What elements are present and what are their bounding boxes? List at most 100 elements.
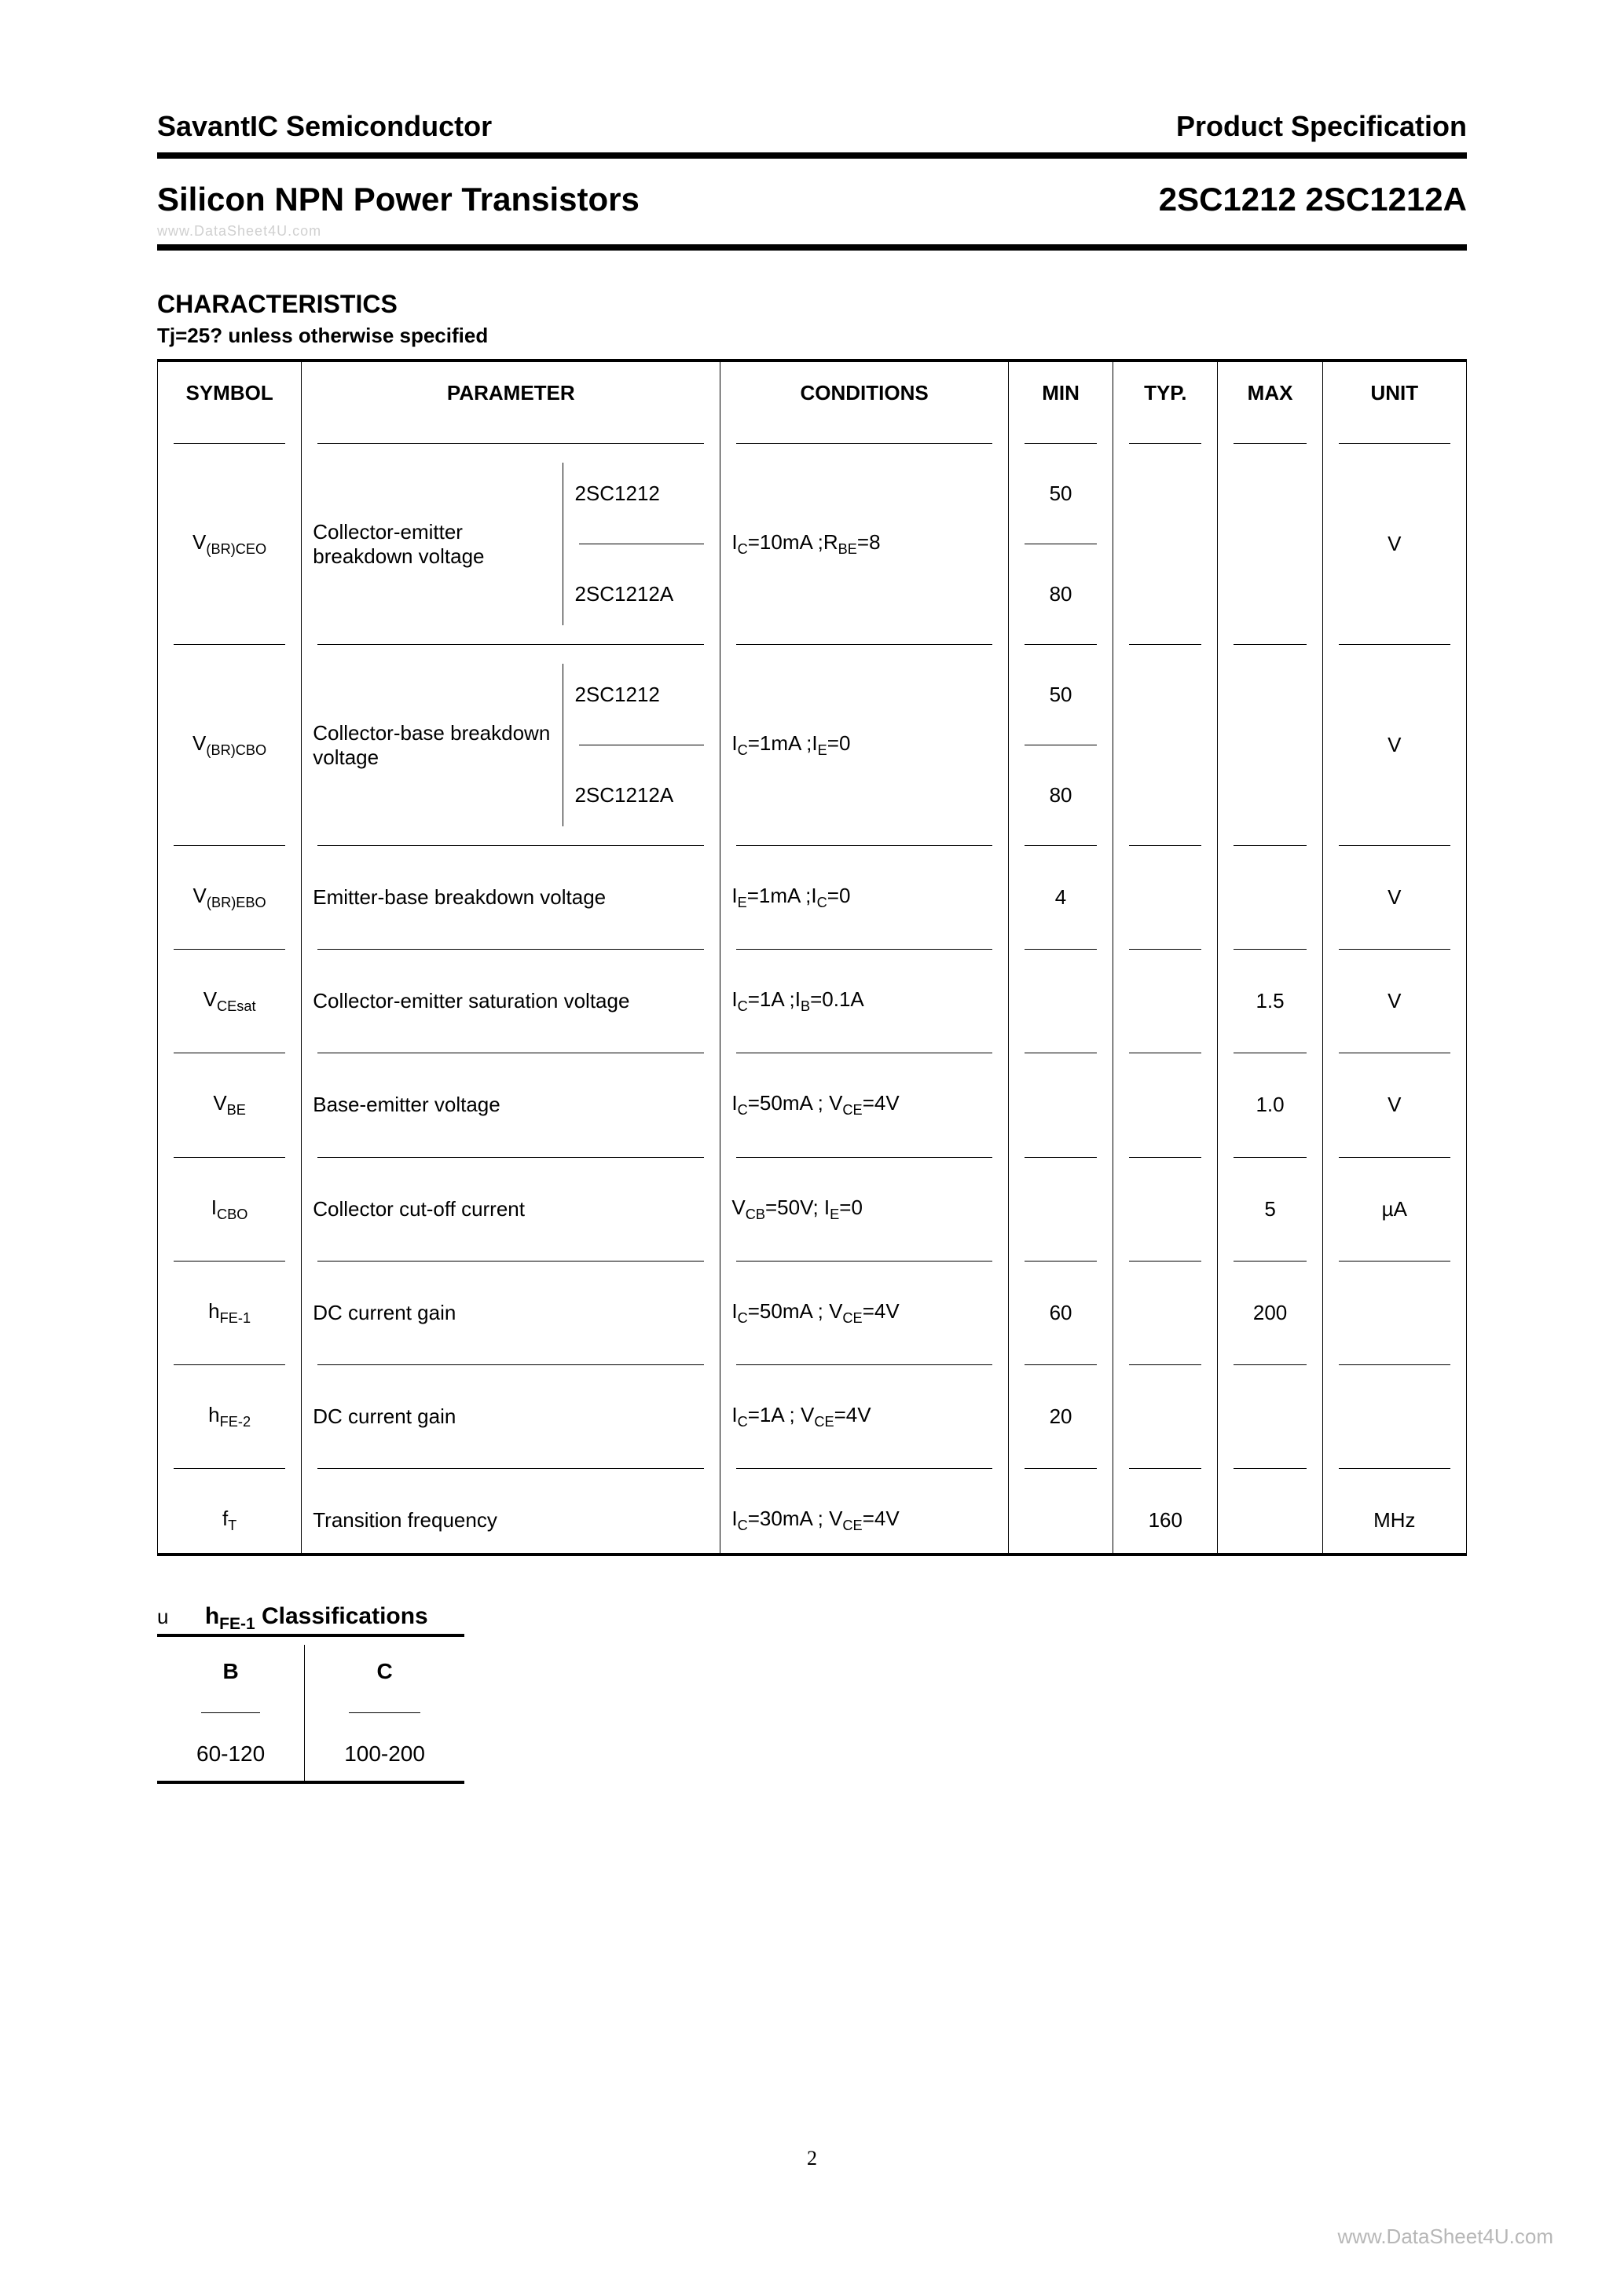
max-cell: 1.0 bbox=[1218, 1072, 1322, 1137]
parameter-cell: Base-emitter voltage bbox=[302, 1072, 720, 1137]
unit-cell bbox=[1322, 1280, 1466, 1346]
char-header-row: SYMBOL PARAMETER CONDITIONS MIN TYP. MAX… bbox=[158, 362, 1467, 424]
page: SavantIC Semiconductor Product Specifica… bbox=[0, 0, 1624, 2296]
row-separator bbox=[158, 826, 1467, 865]
class-top-rule bbox=[157, 1634, 464, 1637]
page-number: 2 bbox=[0, 2147, 1624, 2170]
max-cell: 5 bbox=[1218, 1177, 1322, 1242]
variant-cell: 2SC1212A bbox=[563, 764, 720, 826]
typ-cell bbox=[1113, 1280, 1218, 1346]
symbol-cell: V(BR)CEO bbox=[158, 463, 302, 625]
max-cell bbox=[1218, 1384, 1322, 1449]
unit-cell: V bbox=[1322, 463, 1466, 625]
conditions-cell: IC=1A ;IB=0.1A bbox=[720, 969, 1009, 1034]
conditions-cell: IC=50mA ; VCE=4V bbox=[720, 1280, 1009, 1346]
conditions-cell: IC=10mA ;RBE=8 bbox=[720, 463, 1009, 625]
parameter-cell: Collector-emitter breakdown voltage bbox=[302, 463, 563, 625]
class-bottom-rule bbox=[157, 1781, 464, 1784]
symbol-cell: hFE-1 bbox=[158, 1280, 302, 1346]
classifications-table-wrap: BC 60-120100-200 bbox=[157, 1634, 464, 1784]
characteristics-heading: CHARACTERISTICS bbox=[157, 290, 1467, 319]
characteristics-subheading: Tj=25? unless otherwise specified bbox=[157, 324, 1467, 348]
table-row: hFE-2DC current gainIC=1A ; VCE=4V20 bbox=[158, 1384, 1467, 1449]
min-cell: 80 bbox=[1008, 563, 1113, 625]
row-separator bbox=[158, 1138, 1467, 1177]
parameter-cell: Collector-emitter saturation voltage bbox=[302, 969, 720, 1034]
col-symbol: SYMBOL bbox=[158, 362, 302, 424]
typ-cell bbox=[1113, 865, 1218, 930]
parameter-cell: DC current gain bbox=[302, 1384, 720, 1449]
min-cell: 4 bbox=[1008, 865, 1113, 930]
unit-cell: V bbox=[1322, 1072, 1466, 1137]
conditions-cell: IC=30mA ; VCE=4V bbox=[720, 1488, 1009, 1553]
typ-cell bbox=[1113, 1072, 1218, 1137]
bullet-glyph: u bbox=[157, 1605, 168, 1628]
unit-cell: V bbox=[1322, 865, 1466, 930]
doc-title: Silicon NPN Power Transistors bbox=[157, 181, 640, 218]
header-rule bbox=[157, 152, 1467, 159]
classifications-heading: u hFE-1 Classifications bbox=[157, 1603, 1467, 1634]
class-cell: 100-200 bbox=[305, 1727, 464, 1781]
max-cell bbox=[1218, 1488, 1322, 1553]
class-col-header: C bbox=[305, 1645, 464, 1698]
conditions-cell: IE=1mA ;IC=0 bbox=[720, 865, 1009, 930]
typ-cell bbox=[1113, 1177, 1218, 1242]
parameter-cell: Transition frequency bbox=[302, 1488, 720, 1553]
char-table-bottom-rule bbox=[157, 1553, 1467, 1556]
unit-cell: V bbox=[1322, 969, 1466, 1034]
watermark-text: www.DataSheet4U.com bbox=[157, 223, 640, 240]
min-cell: 50 bbox=[1008, 463, 1113, 525]
typ-cell: 160 bbox=[1113, 1488, 1218, 1553]
product-spec-label: Product Specification bbox=[1176, 110, 1467, 143]
unit-cell: V bbox=[1322, 664, 1466, 826]
max-cell bbox=[1218, 865, 1322, 930]
max-cell: 1.5 bbox=[1218, 969, 1322, 1034]
min-cell: 60 bbox=[1008, 1280, 1113, 1346]
symbol-cell: VBE bbox=[158, 1072, 302, 1137]
parameter-cell: Collector cut-off current bbox=[302, 1177, 720, 1242]
conditions-cell: VCB=50V; IE=0 bbox=[720, 1177, 1009, 1242]
unit-cell: MHz bbox=[1322, 1488, 1466, 1553]
symbol-cell: VCEsat bbox=[158, 969, 302, 1034]
min-cell: 20 bbox=[1008, 1384, 1113, 1449]
row-separator bbox=[158, 424, 1467, 463]
max-cell bbox=[1218, 664, 1322, 826]
table-row: V(BR)CBOCollector-base breakdown voltage… bbox=[158, 664, 1467, 726]
parameter-cell: Emitter-base breakdown voltage bbox=[302, 865, 720, 930]
class-cell: 60-120 bbox=[157, 1727, 305, 1781]
symbol-cell: fT bbox=[158, 1488, 302, 1553]
max-cell: 200 bbox=[1218, 1280, 1322, 1346]
part-numbers: 2SC1212 2SC1212A bbox=[1159, 181, 1467, 218]
class-col-header: B bbox=[157, 1645, 305, 1698]
classifications-table: BC 60-120100-200 bbox=[157, 1645, 464, 1781]
parameter-cell: DC current gain bbox=[302, 1280, 720, 1346]
row-separator bbox=[158, 1346, 1467, 1384]
variant-cell: 2SC1212 bbox=[563, 463, 720, 525]
footer-link: www.DataSheet4U.com bbox=[1337, 2225, 1553, 2249]
symbol-cell: hFE-2 bbox=[158, 1384, 302, 1449]
col-max: MAX bbox=[1218, 362, 1322, 424]
row-separator bbox=[157, 1698, 464, 1727]
variant-cell: 2SC1212A bbox=[563, 563, 720, 625]
table-row: VCEsatCollector-emitter saturation volta… bbox=[158, 969, 1467, 1034]
typ-cell bbox=[1113, 463, 1218, 625]
classifications-label: hFE-1 Classifications bbox=[205, 1603, 428, 1629]
title-rule bbox=[157, 244, 1467, 251]
unit-cell: µA bbox=[1322, 1177, 1466, 1242]
row-separator bbox=[158, 1449, 1467, 1488]
conditions-cell: IC=50mA ; VCE=4V bbox=[720, 1072, 1009, 1137]
conditions-cell: IC=1A ; VCE=4V bbox=[720, 1384, 1009, 1449]
unit-cell bbox=[1322, 1384, 1466, 1449]
row-separator bbox=[158, 625, 1467, 664]
table-row: V(BR)EBOEmitter-base breakdown voltageIE… bbox=[158, 865, 1467, 930]
typ-cell bbox=[1113, 664, 1218, 826]
symbol-cell: V(BR)EBO bbox=[158, 865, 302, 930]
min-cell bbox=[1008, 1488, 1113, 1553]
table-row: VBEBase-emitter voltageIC=50mA ; VCE=4V 1… bbox=[158, 1072, 1467, 1137]
min-cell: 50 bbox=[1008, 664, 1113, 726]
conditions-cell: IC=1mA ;IE=0 bbox=[720, 664, 1009, 826]
typ-cell bbox=[1113, 1384, 1218, 1449]
table-row: V(BR)CEOCollector-emitter breakdown volt… bbox=[158, 463, 1467, 525]
max-cell bbox=[1218, 463, 1322, 625]
row-separator bbox=[158, 1242, 1467, 1280]
